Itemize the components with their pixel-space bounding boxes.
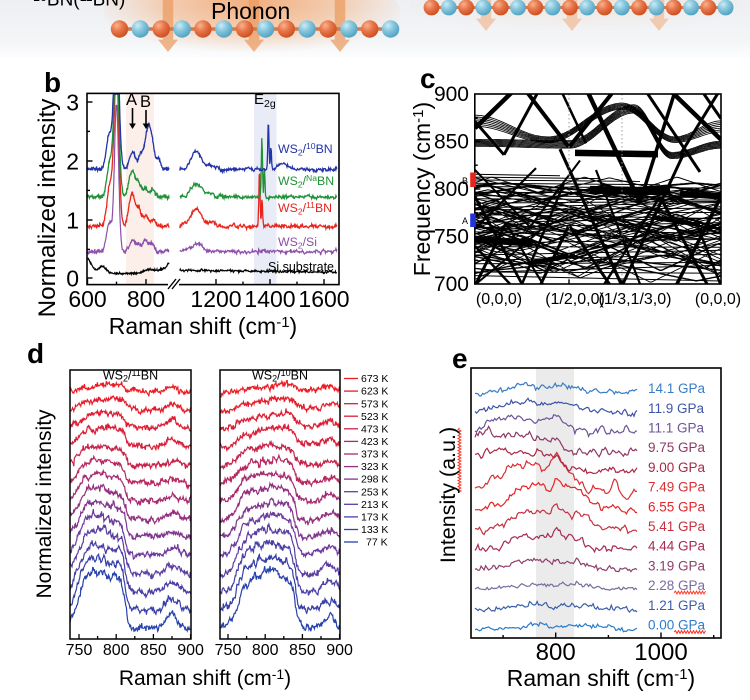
- svg-text:A: A: [462, 216, 468, 226]
- svg-text:133 K: 133 K: [361, 524, 388, 536]
- svg-text:A: A: [126, 91, 137, 109]
- svg-text:2: 2: [66, 149, 79, 175]
- svg-text:1200: 1200: [190, 286, 241, 312]
- svg-text:1.21 GPa: 1.21 GPa: [648, 598, 706, 613]
- svg-text:423 K: 423 K: [361, 436, 388, 448]
- svg-text:b: b: [44, 67, 61, 98]
- svg-text:800: 800: [536, 639, 576, 666]
- svg-text:523 K: 523 K: [361, 411, 388, 423]
- svg-text:900: 900: [177, 642, 204, 659]
- svg-text:d: d: [27, 338, 44, 369]
- svg-text:Raman shift (cm-1): Raman shift (cm-1): [109, 313, 297, 339]
- svg-text:1000: 1000: [634, 639, 687, 666]
- svg-text:5.41 GPa: 5.41 GPa: [648, 519, 706, 534]
- svg-text:7.49 GPa: 7.49 GPa: [648, 480, 706, 495]
- svg-text:900: 900: [326, 642, 353, 659]
- svg-text:Normalized intensity: Normalized intensity: [34, 98, 61, 318]
- svg-text:(0,0,0): (0,0,0): [695, 291, 741, 308]
- svg-text:850: 850: [140, 642, 167, 659]
- svg-text:11.1 GPa: 11.1 GPa: [648, 421, 705, 436]
- svg-text:900: 900: [434, 83, 469, 106]
- svg-text:e: e: [452, 343, 468, 374]
- svg-text:(0,0,0): (0,0,0): [476, 291, 522, 308]
- svg-text:3.19 GPa: 3.19 GPa: [648, 558, 706, 573]
- svg-text:850: 850: [434, 131, 469, 154]
- svg-text:WS2/11BN: WS2/11BN: [278, 200, 332, 217]
- svg-text:Raman shift (cm-1): Raman shift (cm-1): [119, 666, 291, 690]
- svg-text:77 K: 77 K: [361, 537, 388, 549]
- svg-text:298 K: 298 K: [361, 474, 388, 486]
- svg-text:173 K: 173 K: [361, 512, 388, 524]
- svg-text:373 K: 373 K: [361, 449, 388, 461]
- svg-text:Normalized intensity: Normalized intensity: [33, 409, 56, 599]
- svg-text:623 K: 623 K: [361, 386, 388, 398]
- svg-text:573 K: 573 K: [361, 398, 388, 410]
- svg-text:Intensity (a.u.): Intensity (a.u.): [436, 427, 460, 563]
- svg-text:213 K: 213 K: [361, 499, 388, 511]
- svg-text:2.28 GPa: 2.28 GPa: [648, 578, 706, 593]
- svg-text:c: c: [420, 63, 436, 94]
- svg-text:0.00 GPa: 0.00 GPa: [648, 618, 706, 633]
- svg-text:473 K: 473 K: [361, 423, 388, 435]
- svg-text:Raman shift (cm-1): Raman shift (cm-1): [507, 665, 695, 691]
- svg-text:673 K: 673 K: [361, 373, 388, 385]
- svg-text:B: B: [462, 176, 468, 186]
- svg-text:4.44 GPa: 4.44 GPa: [648, 539, 706, 554]
- svg-text:WS2/Si: WS2/Si: [278, 235, 317, 251]
- svg-text:800: 800: [434, 178, 469, 201]
- svg-text:600: 600: [68, 286, 106, 312]
- svg-text:1400: 1400: [244, 286, 295, 312]
- svg-text:700: 700: [434, 273, 469, 296]
- svg-text:0: 0: [66, 266, 79, 292]
- svg-text:1600: 1600: [298, 286, 349, 312]
- svg-text:750: 750: [434, 226, 469, 249]
- svg-text:1: 1: [66, 208, 79, 234]
- svg-text:750: 750: [215, 642, 242, 659]
- svg-text:Frequency (cm-1): Frequency (cm-1): [409, 102, 435, 276]
- svg-text:WS2/11BN: WS2/11BN: [103, 368, 158, 384]
- svg-text:800: 800: [103, 642, 130, 659]
- svg-text:10BN(11BN): 10BN(11BN): [33, 0, 125, 11]
- svg-text:WS2/10BN: WS2/10BN: [252, 368, 308, 384]
- svg-text:750: 750: [66, 642, 93, 659]
- svg-text:Phonon: Phonon: [211, 0, 290, 24]
- svg-text:850: 850: [289, 642, 316, 659]
- svg-text:253 K: 253 K: [361, 486, 388, 498]
- svg-text:WS2/NaBN: WS2/NaBN: [278, 173, 334, 190]
- svg-text:14.1 GPa: 14.1 GPa: [648, 381, 706, 396]
- svg-text:WS2/10BN: WS2/10BN: [278, 141, 333, 158]
- svg-text:(1/3,1/3,0): (1/3,1/3,0): [599, 291, 672, 308]
- svg-text:(1/2,0,0): (1/2,0,0): [545, 291, 605, 308]
- svg-text:11.9 GPa: 11.9 GPa: [648, 401, 705, 416]
- svg-text:323 K: 323 K: [361, 461, 388, 473]
- svg-text:Si substrate: Si substrate: [268, 260, 334, 274]
- svg-text:6.55 GPa: 6.55 GPa: [648, 499, 706, 514]
- svg-text:800: 800: [252, 642, 279, 659]
- svg-text:9.00 GPa: 9.00 GPa: [648, 460, 706, 475]
- svg-text:B: B: [140, 93, 151, 111]
- svg-text:3: 3: [66, 90, 79, 116]
- svg-text:800: 800: [127, 286, 165, 312]
- svg-text:9.75 GPa: 9.75 GPa: [648, 440, 706, 455]
